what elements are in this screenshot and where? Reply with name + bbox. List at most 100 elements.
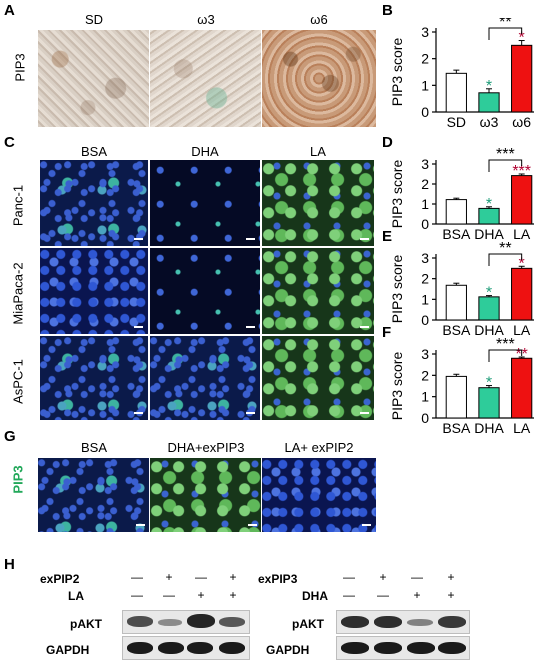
- wb-sign: +: [447, 588, 455, 602]
- scale-bar: [360, 238, 369, 240]
- y-tick-label: 3: [421, 24, 429, 40]
- y-tick-label: 0: [421, 312, 429, 328]
- significance-bracket: [488, 159, 523, 172]
- panel-label-h: H: [4, 556, 15, 573]
- y-tick-label: 3: [421, 156, 429, 172]
- panel-a-col-w3: ω3: [197, 12, 215, 27]
- panel-g-col-dha-expip3: DHA+exPIP3: [167, 440, 245, 455]
- y-tick-label: 1: [421, 77, 429, 93]
- significance-star: *: [486, 375, 492, 392]
- panel-a-col-sd: SD: [84, 12, 104, 27]
- fluor-g-la-expip2: [262, 458, 376, 532]
- wb-right-row2-label: DHA: [302, 589, 328, 603]
- wb-sign: —: [343, 588, 355, 602]
- panel-c-row-panc1: Panc-1: [10, 184, 26, 227]
- wb-sign: —: [195, 570, 207, 584]
- wb-right-pakt-blot: [336, 610, 470, 634]
- bracket-label: ***: [496, 148, 515, 163]
- panel-label-b: B: [382, 2, 393, 19]
- scale-bar: [362, 524, 371, 526]
- y-tick-label: 2: [421, 176, 429, 192]
- panel-c-row-miapaca2: MiaPaca-2: [10, 262, 26, 325]
- significance-star: *: [486, 196, 492, 213]
- panel-a-row-label: PIP3: [12, 53, 28, 82]
- scale-bar: [246, 412, 255, 414]
- fluor-g-dha-expip3: [150, 458, 261, 532]
- panel-label-g: G: [4, 428, 16, 445]
- fluor-panc1-bsa: [40, 160, 148, 246]
- chart-d: 0 1 2 3 PIP3 score BSA * DHA *** LA ***: [389, 148, 534, 242]
- category-label: DHA: [474, 420, 504, 436]
- scale-bar: [246, 326, 255, 328]
- ihc-image-w6: [262, 30, 376, 127]
- fluor-panc1-dha: [150, 160, 260, 246]
- y-tick-label: 3: [421, 250, 429, 266]
- bracket-label: ***: [496, 338, 515, 353]
- significance-star: *: [486, 285, 492, 302]
- y-tick-label: 0: [421, 410, 429, 426]
- scale-bar: [248, 524, 257, 526]
- wb-sign: +: [197, 588, 205, 602]
- fluor-miapaca2-bsa: [40, 248, 148, 334]
- scale-bar: [360, 412, 369, 414]
- panel-c-col-la: LA: [310, 144, 326, 159]
- bar: [511, 267, 533, 321]
- y-axis-label: PIP3 score: [389, 38, 405, 107]
- y-tick-label: 1: [421, 389, 429, 405]
- category-label: SD: [447, 114, 466, 130]
- significance-star: *: [519, 30, 525, 47]
- category-label: BSA: [442, 322, 471, 338]
- scale-bar: [136, 524, 145, 526]
- chart-b: 0 1 2 3 PIP3 score SD * ω3 * ω6 **: [389, 18, 534, 130]
- category-label: LA: [513, 322, 531, 338]
- wb-left-row1-label: exPIP2: [40, 572, 80, 586]
- wb-right-gapdh-blot: [336, 636, 470, 660]
- panel-label-d: D: [382, 134, 393, 151]
- wb-right-blot2-label: GAPDH: [266, 643, 310, 657]
- panel-label-a: A: [4, 2, 15, 19]
- bar: [511, 44, 533, 113]
- wb-sign: —: [131, 588, 143, 602]
- significance-star: ***: [512, 163, 531, 180]
- chart-e: 0 1 2 3 PIP3 score BSA * DHA * LA **: [389, 242, 534, 338]
- bar: [511, 357, 533, 419]
- wb-sign: —: [411, 570, 423, 584]
- y-tick-label: 0: [421, 216, 429, 232]
- panel-label-f: F: [382, 324, 392, 341]
- wb-left-blot2-label: GAPDH: [46, 643, 90, 657]
- category-label: BSA: [442, 226, 471, 242]
- fluor-miapaca2-dha: [150, 248, 260, 334]
- wb-sign: +: [165, 570, 173, 584]
- panel-g-col-la-expip2: LA+ exPIP2: [284, 440, 354, 455]
- fluor-g-bsa: [38, 458, 149, 532]
- fluor-aspc1-bsa: [40, 336, 148, 420]
- significance-bracket: [488, 349, 523, 362]
- fluor-aspc1-la: [262, 336, 374, 420]
- y-tick-label: 1: [421, 291, 429, 307]
- panel-g-row-label: PIP3: [10, 465, 26, 494]
- scale-bar: [134, 412, 143, 414]
- wb-sign: —: [131, 570, 143, 584]
- bar: [445, 375, 467, 419]
- y-tick-label: 1: [421, 196, 429, 212]
- y-tick-label: 0: [421, 104, 429, 120]
- fluor-miapaca2-la: [262, 248, 374, 334]
- bar: [445, 72, 467, 113]
- panel-g-col-bsa: BSA: [80, 440, 107, 455]
- wb-sign: +: [447, 570, 455, 584]
- wb-sign: +: [413, 588, 421, 602]
- bar: [478, 387, 500, 419]
- fluor-aspc1-dha: [150, 336, 260, 420]
- wb-sign: +: [229, 570, 237, 584]
- ihc-image-w3: [150, 30, 261, 127]
- bracket-label: **: [499, 242, 511, 257]
- significance-bracket: [488, 253, 523, 266]
- category-label: DHA: [474, 322, 504, 338]
- bar: [511, 175, 533, 225]
- y-tick-label: 2: [421, 51, 429, 67]
- wb-left-gapdh-blot: [122, 636, 250, 660]
- scale-bar: [134, 326, 143, 328]
- y-tick-label: 2: [421, 367, 429, 383]
- y-tick-label: 3: [421, 346, 429, 362]
- panel-label-c: C: [4, 134, 15, 151]
